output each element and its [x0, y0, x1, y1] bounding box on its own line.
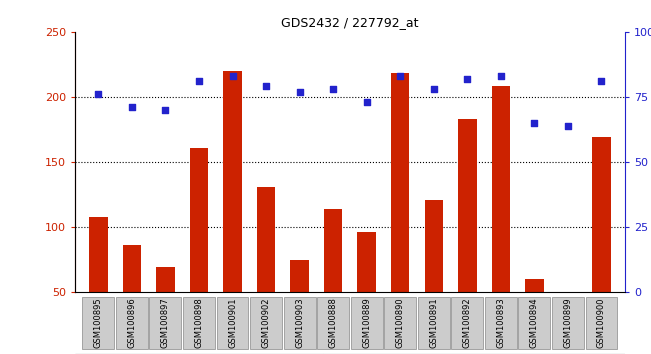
Point [529, 120, 540, 126]
Bar [156, 267, 174, 292]
FancyBboxPatch shape [585, 297, 617, 349]
FancyBboxPatch shape [485, 297, 517, 349]
Bar [324, 209, 342, 292]
FancyBboxPatch shape [83, 297, 115, 349]
Text: GSM100894: GSM100894 [530, 298, 539, 348]
Text: GSM100889: GSM100889 [362, 298, 371, 348]
FancyBboxPatch shape [250, 297, 282, 349]
Point [127, 104, 137, 110]
Point [495, 73, 506, 79]
Text: GSM100888: GSM100888 [329, 298, 338, 348]
Point [328, 86, 339, 92]
Point [562, 123, 573, 129]
Text: GSM100901: GSM100901 [228, 298, 237, 348]
Text: GSM100903: GSM100903 [295, 298, 304, 348]
Bar [458, 119, 477, 292]
FancyBboxPatch shape [116, 297, 148, 349]
Text: GSM100891: GSM100891 [429, 298, 438, 348]
FancyBboxPatch shape [552, 297, 584, 349]
Text: GSM100898: GSM100898 [195, 298, 204, 348]
FancyBboxPatch shape [150, 297, 182, 349]
Bar [257, 187, 275, 292]
Text: GSM100897: GSM100897 [161, 298, 170, 348]
Point [462, 76, 473, 81]
Point [93, 91, 104, 97]
Text: GSM100902: GSM100902 [262, 298, 271, 348]
FancyBboxPatch shape [384, 297, 416, 349]
Bar [525, 279, 544, 292]
Text: GSM100895: GSM100895 [94, 298, 103, 348]
FancyBboxPatch shape [418, 297, 450, 349]
FancyBboxPatch shape [351, 297, 383, 349]
Text: GSM100900: GSM100900 [597, 298, 606, 348]
Text: GSM100893: GSM100893 [496, 298, 505, 348]
FancyBboxPatch shape [284, 297, 316, 349]
Bar [223, 71, 242, 292]
Point [194, 79, 204, 84]
Point [428, 86, 439, 92]
Bar [424, 200, 443, 292]
Title: GDS2432 / 227792_at: GDS2432 / 227792_at [281, 16, 419, 29]
Text: GSM100896: GSM100896 [128, 298, 137, 348]
Text: GSM100899: GSM100899 [563, 298, 572, 348]
Point [294, 89, 305, 95]
Bar [89, 217, 107, 292]
Bar [391, 74, 409, 292]
Bar [492, 86, 510, 292]
Text: GSM100890: GSM100890 [396, 298, 405, 348]
Point [395, 73, 406, 79]
Bar [592, 137, 611, 292]
FancyBboxPatch shape [451, 297, 483, 349]
Point [160, 107, 171, 113]
Bar [290, 259, 309, 292]
FancyBboxPatch shape [317, 297, 349, 349]
FancyBboxPatch shape [183, 297, 215, 349]
Bar [122, 245, 141, 292]
Point [261, 84, 271, 89]
Point [596, 79, 607, 84]
Bar [357, 232, 376, 292]
FancyBboxPatch shape [217, 297, 249, 349]
Point [361, 99, 372, 105]
Point [227, 73, 238, 79]
Bar [189, 148, 208, 292]
FancyBboxPatch shape [518, 297, 550, 349]
Text: GSM100892: GSM100892 [463, 298, 472, 348]
